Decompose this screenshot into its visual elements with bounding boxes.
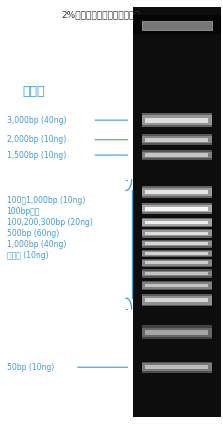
Bar — [142, 113, 212, 127]
Bar — [142, 21, 212, 30]
Bar — [142, 363, 212, 371]
Text: 50bp (10ng): 50bp (10ng) — [7, 363, 54, 372]
Text: 2%アガロースゲルでの使用例: 2%アガロースゲルでの使用例 — [61, 10, 140, 19]
Bar — [142, 259, 212, 267]
Text: サイズ: サイズ — [22, 85, 45, 98]
Bar — [142, 187, 212, 196]
Text: 1,000bp (40ng): 1,000bp (40ng) — [7, 240, 66, 249]
Bar — [145, 190, 208, 194]
Bar — [145, 284, 208, 287]
Bar — [142, 328, 212, 337]
Text: 3,000bp (40ng): 3,000bp (40ng) — [7, 115, 66, 125]
Text: 500bp (60ng): 500bp (60ng) — [7, 229, 59, 238]
Bar — [142, 152, 212, 158]
Bar — [145, 252, 208, 255]
Bar — [145, 262, 208, 264]
Bar — [142, 150, 212, 160]
Bar — [133, 7, 221, 417]
Bar — [142, 229, 212, 238]
Bar — [142, 115, 212, 125]
Bar — [145, 232, 208, 235]
Bar — [142, 250, 212, 257]
Bar — [142, 230, 212, 236]
Bar — [145, 298, 208, 302]
Bar — [142, 281, 212, 290]
Bar — [145, 138, 208, 141]
Bar — [142, 241, 212, 246]
Bar — [133, 15, 221, 34]
Bar — [142, 271, 212, 276]
Text: 100〜1,000bp (10ng): 100〜1,000bp (10ng) — [7, 196, 85, 205]
Bar — [145, 118, 208, 123]
Text: 2,000bp (10ng): 2,000bp (10ng) — [7, 135, 66, 144]
Bar — [142, 134, 212, 145]
Bar — [145, 365, 208, 369]
Bar — [142, 282, 212, 289]
Bar — [142, 218, 212, 227]
Text: 100,200,300bp (20ng): 100,200,300bp (20ng) — [7, 218, 93, 227]
Bar — [142, 204, 212, 214]
Bar — [142, 362, 212, 372]
Bar — [142, 219, 212, 226]
Text: その他 (10ng): その他 (10ng) — [7, 251, 48, 260]
Bar — [145, 330, 208, 335]
Text: 100bp刻み: 100bp刻み — [7, 207, 40, 216]
Bar — [142, 260, 212, 265]
Bar — [142, 296, 212, 305]
Bar — [142, 205, 212, 213]
Bar — [142, 251, 212, 256]
Bar — [142, 325, 212, 339]
Text: 1,500bp (10ng): 1,500bp (10ng) — [7, 150, 66, 160]
Bar — [142, 240, 212, 248]
Bar — [142, 294, 212, 306]
Bar — [145, 221, 208, 224]
Bar — [145, 272, 208, 275]
Bar — [142, 269, 212, 278]
Bar — [145, 207, 208, 210]
Bar — [145, 153, 208, 157]
Bar — [142, 186, 212, 198]
Bar — [142, 136, 212, 144]
Bar — [145, 242, 208, 245]
